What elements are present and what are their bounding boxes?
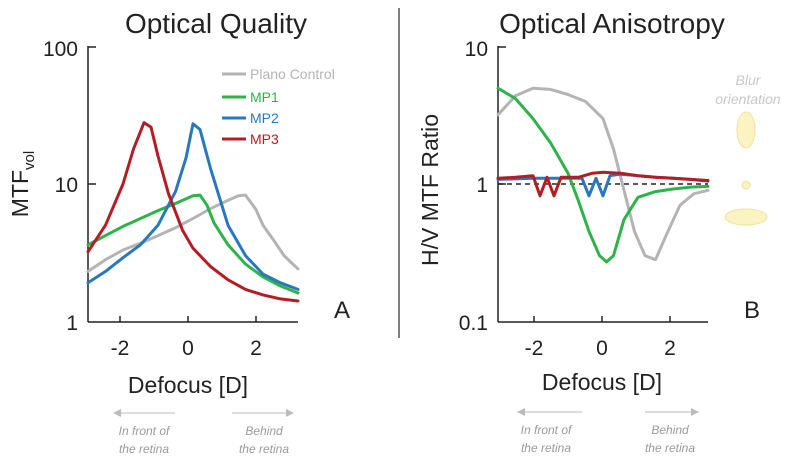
panel-b-xlabel: Defocus [D] [542, 369, 662, 395]
legend-label-mp3: MP3 [250, 131, 279, 147]
panel-a-legend: Plano Control MP1 MP2 MP3 [222, 66, 335, 147]
panel-b-ytick-10: 10 [465, 38, 488, 61]
panel-a-line-mp3 [86, 121, 300, 303]
panel-a-ylabel: MTFvol [7, 151, 38, 217]
panel-a-ylabel-sub: vol [21, 151, 38, 170]
panel-a-xtick-2: 2 [250, 337, 262, 360]
panel-b-line-plano-control [496, 86, 710, 262]
panel-a-behind-note-line1: Behind [245, 424, 283, 438]
panel-a-line-mp1 [86, 193, 300, 295]
panel-a-front-note-line1: In front of [119, 424, 171, 438]
panel-a-ytick-10: 10 [55, 174, 78, 197]
panel-a-xtick-neg2: -2 [111, 337, 130, 360]
panel-b-ytick-1: 1 [476, 174, 488, 197]
panel-a-xlabel: Defocus [D] [128, 372, 248, 398]
panel-a-front-note: In front of the retina [119, 424, 171, 456]
panel-b-front-note-line2: the retina [521, 441, 571, 455]
panel-b: Optical Anisotropy 10 1 0.1 -2 0 2 Defoc… [417, 8, 781, 455]
panel-b-behind-note-line2: the retina [645, 441, 695, 455]
panel-a-title: Optical Quality [125, 8, 307, 39]
panel-a-ytick-100: 100 [43, 38, 78, 61]
panel-b-xtick-neg2: -2 [525, 337, 544, 360]
blur-orientation-line1: Blur [736, 72, 762, 88]
legend-label-mp2: MP2 [250, 110, 279, 126]
panel-a-line-mp2 [86, 122, 300, 291]
blur-orientation-line2: orientation [715, 91, 781, 107]
panel-a-label: A [334, 297, 350, 324]
panel-b-xtick-0: 0 [596, 337, 608, 360]
panel-b-title: Optical Anisotropy [499, 8, 725, 39]
panel-b-label: B [744, 297, 760, 324]
panel-b-front-note-line1: In front of [521, 423, 573, 437]
panel-b-line-mp1 [496, 86, 710, 264]
panel-a-ylabel-main: MTF [7, 170, 33, 217]
blur-orientation-label: Blur orientation [715, 72, 781, 107]
panel-a-front-note-line2: the retina [119, 442, 169, 456]
panel-b-ylabel: H/V MTF Ratio [417, 114, 443, 266]
horizontal-blur-icon [724, 208, 768, 226]
panel-b-front-note: In front of the retina [521, 423, 573, 455]
panel-a-behind-note: Behind the retina [239, 424, 289, 456]
legend-label-mp1: MP1 [250, 89, 279, 105]
panel-a-behind-note-line2: the retina [239, 442, 289, 456]
panel-a-line-plano-control [86, 193, 300, 273]
round-blur-icon [741, 180, 751, 190]
vertical-blur-icon [736, 111, 756, 149]
panel-a-ytick-1: 1 [66, 312, 78, 335]
panel-b-ytick-01: 0.1 [459, 312, 488, 335]
panel-b-line-mp3 [496, 170, 710, 198]
panel-b-behind-note-line1: Behind [651, 423, 689, 437]
panel-a-xtick-0: 0 [182, 337, 194, 360]
panel-b-xtick-2: 2 [664, 337, 676, 360]
blur-orientation-key: Blur orientation [715, 72, 781, 226]
panel-b-series [496, 86, 710, 264]
panel-b-behind-note: Behind the retina [645, 423, 695, 455]
legend-label-plano: Plano Control [250, 66, 335, 82]
panel-b-axes [497, 46, 708, 323]
panel-a-series [86, 121, 300, 303]
panel-a: Optical Quality 100 10 1 -2 0 2 Defocus … [7, 8, 350, 456]
panel-a-axes [87, 46, 298, 323]
